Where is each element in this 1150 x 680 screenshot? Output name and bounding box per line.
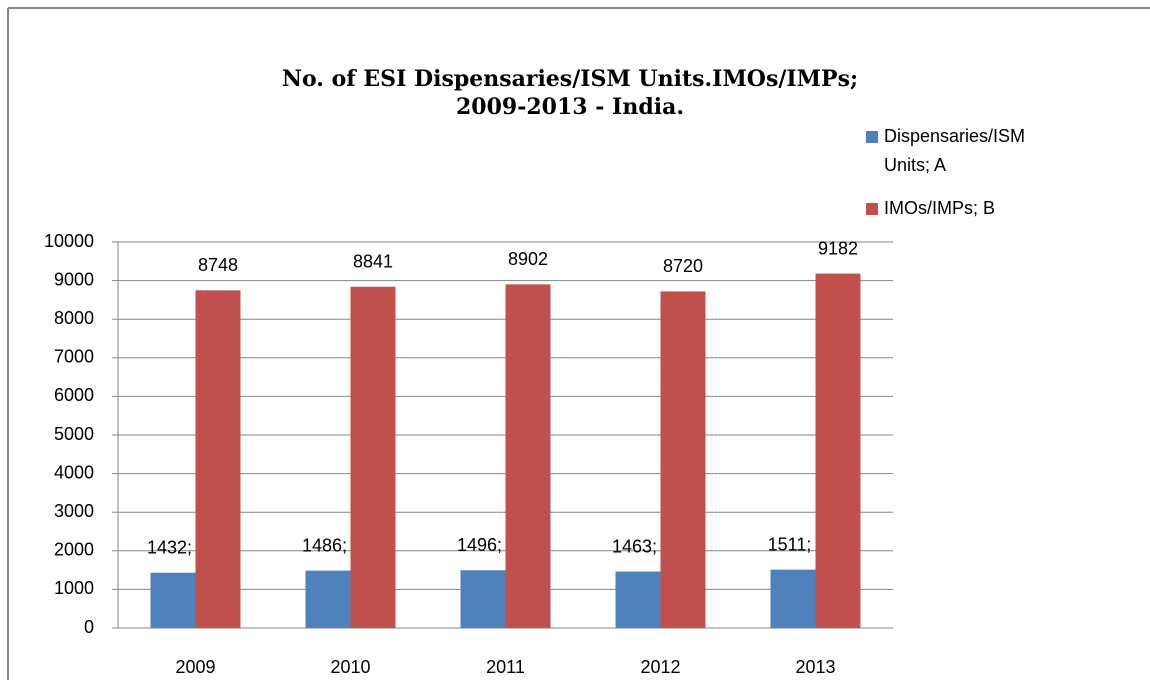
legend-label: IMOs/IMPs; B — [884, 198, 996, 218]
y-tick-label: 1000 — [54, 578, 94, 598]
value-label: 8902 — [508, 249, 548, 269]
value-label: 8748 — [198, 255, 238, 275]
bar — [815, 273, 861, 628]
value-label: 1486; A — [302, 535, 363, 555]
legend-item: Dispensaries/ISM Units; A — [862, 122, 1062, 180]
bar — [460, 570, 506, 628]
value-label: 1496; A — [457, 535, 518, 555]
y-tick-label: 9000 — [54, 269, 94, 289]
chart-title: 2009-2013 - India. — [456, 94, 684, 120]
y-tick-label: 7000 — [54, 347, 94, 367]
chart-title: No. of ESI Dispensaries/ISM Units.IMOs/I… — [282, 66, 858, 92]
x-tick-label: 2009 — [175, 657, 215, 677]
legend-swatch — [866, 131, 878, 143]
y-tick-label: 10000 — [44, 231, 94, 251]
x-tick-label: 2011 — [486, 657, 525, 677]
bar — [770, 569, 816, 628]
y-tick-label: 0 — [84, 617, 94, 637]
bar — [350, 286, 396, 628]
bar — [660, 291, 706, 628]
y-tick-label: 6000 — [54, 385, 94, 405]
legend: Dispensaries/ISM Units; A IMOs/IMPs; B — [862, 122, 1062, 237]
legend-item: IMOs/IMPs; B — [862, 194, 1062, 223]
x-tick-label: 2013 — [795, 657, 835, 677]
y-tick-label: 8000 — [54, 308, 94, 328]
y-tick-label: 5000 — [54, 424, 94, 444]
value-label: 1432; A — [147, 537, 208, 557]
x-tick-label: 2012 — [640, 657, 680, 677]
bar — [615, 571, 661, 628]
y-tick-label: 4000 — [54, 462, 94, 482]
legend-label: Dispensaries/ISM Units; A — [884, 126, 1026, 175]
x-tick-label: 2010 — [330, 657, 370, 677]
value-label: 8841 — [353, 251, 393, 271]
y-tick-label: 2000 — [54, 540, 94, 560]
value-label: 1463; A — [612, 536, 673, 556]
value-label: 1511; A — [768, 534, 828, 554]
legend-swatch — [866, 203, 878, 215]
bar — [505, 284, 551, 628]
bar — [195, 290, 241, 628]
value-label: 9182 — [818, 238, 858, 258]
bar — [305, 570, 351, 628]
y-tick-label: 3000 — [54, 501, 94, 521]
bar — [150, 572, 196, 628]
value-label: 8720 — [663, 256, 703, 276]
